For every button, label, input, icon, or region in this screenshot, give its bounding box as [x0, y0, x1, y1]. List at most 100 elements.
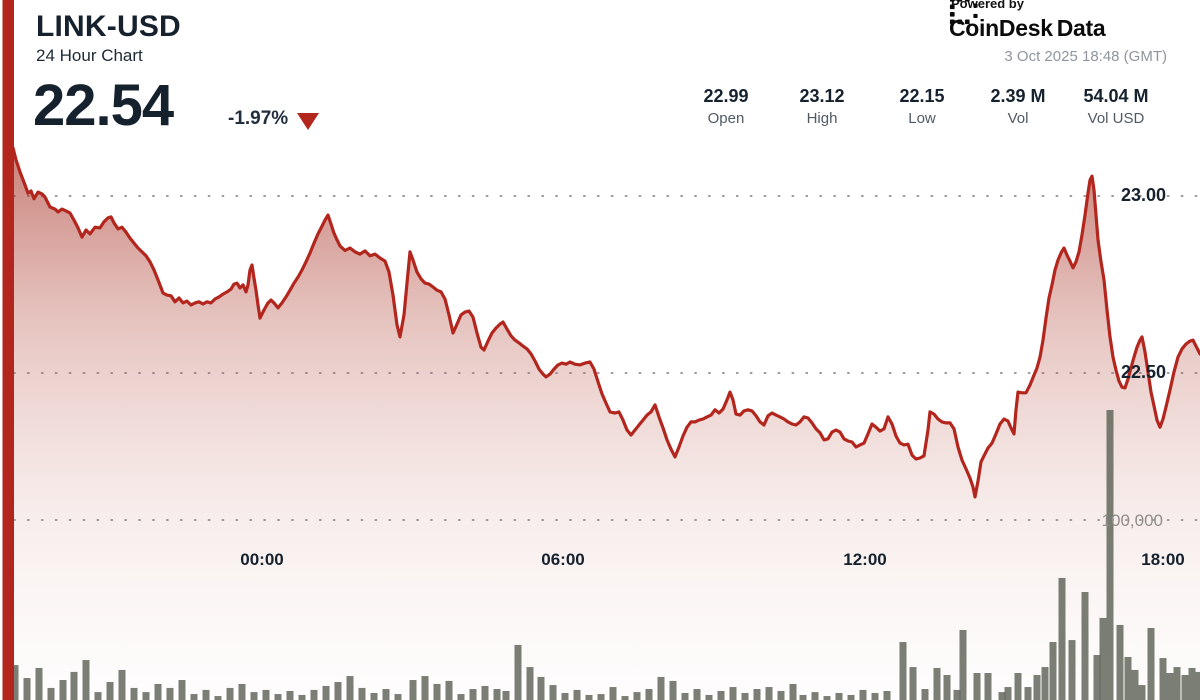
- y-axis-label-23.00: 23.00: [1120, 185, 1166, 205]
- powered-by-label: Powered by: [951, 0, 1024, 11]
- stat-label: High: [806, 110, 838, 127]
- volume-bar: [421, 676, 429, 700]
- volume-bar: [322, 685, 330, 700]
- volume-bar: [998, 692, 1006, 700]
- volume-bar: [1116, 624, 1124, 700]
- stat-high: 23.12 High: [778, 86, 866, 127]
- volume-bar: [502, 691, 510, 700]
- volume-bar: [705, 694, 713, 700]
- volume-bar: [47, 687, 55, 700]
- volume-bar: [909, 667, 917, 700]
- volume-bar: [537, 676, 545, 700]
- volume-bar: [835, 692, 843, 700]
- volume-bar: [274, 694, 282, 700]
- stat-label: Vol: [1007, 110, 1029, 127]
- price-change-percent: -1.97%: [228, 108, 289, 129]
- volume-bar: [118, 669, 126, 700]
- y-axis-label-22.50: 22.50: [1120, 362, 1166, 382]
- x-axis-label-12:00: 12:00: [843, 550, 887, 569]
- chart-subtitle: 24 Hour Chart: [36, 46, 143, 65]
- volume-bar: [1188, 667, 1196, 700]
- volume-axis-label: 100,000: [1101, 511, 1163, 530]
- volume-bar: [799, 694, 807, 700]
- x-axis-label-06:00: 06:00: [541, 550, 585, 569]
- volume-bar: [226, 687, 234, 700]
- volume-bar: [1093, 655, 1101, 700]
- stat-value: 22.99: [703, 86, 749, 106]
- volume-bar: [669, 680, 677, 700]
- left-edge-stripe: [2, 0, 14, 700]
- volume-bar: [899, 642, 907, 700]
- brand-word-coindesk: CoinDesk: [949, 15, 1053, 41]
- volume-bar: [1166, 673, 1174, 700]
- volume-bar: [202, 689, 210, 700]
- last-price: 22.54: [33, 73, 174, 138]
- x-axis-label-18:00: 18:00: [1141, 550, 1185, 569]
- volume-bar: [871, 692, 879, 700]
- volume-bar: [310, 689, 318, 700]
- volume-bar: [1099, 617, 1107, 700]
- volume-bar: [358, 687, 366, 700]
- volume-bar: [1173, 667, 1181, 700]
- stat-label: Vol USD: [1087, 110, 1145, 127]
- coindesk-data-logo: CoinDesk Data: [949, 0, 1167, 42]
- volume-bar: [35, 667, 43, 700]
- volume-bar: [921, 689, 929, 700]
- volume-bar: [973, 673, 981, 700]
- volume-bar: [943, 674, 951, 700]
- stat-value: 2.39 M: [990, 86, 1046, 106]
- volume-bar: [238, 683, 246, 700]
- volume-bar: [23, 678, 31, 700]
- volume-bar: [933, 667, 941, 700]
- stat-label: Open: [707, 110, 745, 127]
- volume-bar: [130, 687, 138, 700]
- volume-bar: [585, 694, 593, 700]
- x-axis-label-00:00: 00:00: [240, 550, 284, 569]
- volume-bar: [1041, 667, 1049, 700]
- powered-by-block: Powered by CoinDesk Data: [949, 0, 1167, 65]
- stat-value: 54.04 M: [1083, 86, 1149, 106]
- volume-bar: [1068, 640, 1076, 700]
- volume-bar: [514, 644, 522, 700]
- volume-bar: [681, 692, 689, 700]
- volume-bar: [178, 680, 186, 700]
- page-title-symbol: LINK-USD: [36, 10, 181, 43]
- volume-bar: [959, 629, 967, 700]
- stat-value: 23.12: [799, 86, 845, 106]
- coindesk-logo-icon: [949, 0, 978, 25]
- stat-low: 22.15 Low: [878, 86, 966, 127]
- volume-bar: [250, 692, 258, 700]
- volume-bar: [1159, 658, 1167, 700]
- volume-bar: [953, 689, 961, 700]
- down-triangle-icon: [297, 113, 319, 130]
- volume-bar: [1181, 674, 1189, 700]
- volume-bar: [493, 689, 501, 700]
- volume-bar: [433, 683, 441, 700]
- volume-bar: [984, 673, 992, 700]
- price-line: [11, 146, 1200, 499]
- volume-bar: [286, 691, 294, 700]
- volume-bar: [1131, 669, 1139, 700]
- volume-bar: [1081, 592, 1089, 700]
- volume-bar: [457, 694, 465, 700]
- volume-bar: [1138, 685, 1146, 700]
- volume-bar: [394, 694, 402, 700]
- volume-bar: [382, 689, 390, 700]
- price-area-fill: [13, 147, 1200, 700]
- volume-bar: [645, 689, 653, 700]
- volume-bar: [262, 689, 270, 700]
- volume-bar: [633, 692, 641, 700]
- volume-bar: [1024, 687, 1032, 700]
- volume-bar: [445, 680, 453, 700]
- volume-bar: [597, 694, 605, 700]
- volume-bar: [370, 692, 378, 700]
- volume-bar: [526, 667, 534, 700]
- stat-vol: 2.39 M Vol: [974, 86, 1062, 127]
- stat-value: 22.15: [899, 86, 945, 106]
- volume-bar: [70, 671, 78, 700]
- volume-bar: [1049, 642, 1057, 700]
- volume-bar: [717, 691, 725, 700]
- volume-bar: [621, 696, 629, 700]
- volume-bar: [1033, 674, 1041, 700]
